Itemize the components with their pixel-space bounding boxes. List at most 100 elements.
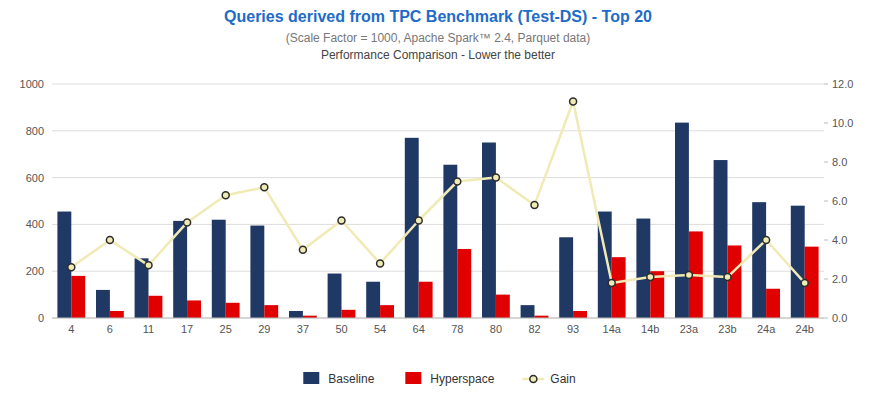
y2-tick-label: 4.0 xyxy=(832,234,847,246)
legend-swatch xyxy=(303,372,319,384)
y2-tick-label: 10.0 xyxy=(832,117,853,129)
title: Queries derived from TPC Benchmark (Test… xyxy=(224,8,652,25)
bar xyxy=(559,237,573,318)
line-marker xyxy=(299,246,306,253)
bar xyxy=(264,305,278,318)
line-marker xyxy=(531,201,538,208)
line-marker xyxy=(415,217,422,224)
bar xyxy=(766,289,780,318)
y2-tick xyxy=(824,201,828,202)
bar xyxy=(728,245,742,318)
marks xyxy=(57,98,818,318)
line xyxy=(71,102,804,283)
line-marker xyxy=(685,272,692,279)
grid xyxy=(52,84,824,318)
x-tick-label: 64 xyxy=(413,323,425,335)
bar xyxy=(752,202,766,318)
x-tick-label: 17 xyxy=(181,323,193,335)
legend-label: Hyperspace xyxy=(430,372,494,386)
x-tick-label: 93 xyxy=(567,323,579,335)
bar xyxy=(675,123,689,318)
bar xyxy=(714,160,728,318)
bar xyxy=(612,257,626,318)
y-tick-label: 400 xyxy=(26,218,44,230)
y2-tick-label: 0.0 xyxy=(832,312,847,324)
x-tick-label: 24b xyxy=(796,323,814,335)
bar xyxy=(521,305,535,318)
bar xyxy=(457,249,471,318)
bar xyxy=(110,311,124,318)
bar xyxy=(496,295,510,318)
y-tick-label: 0 xyxy=(38,312,44,324)
grid-line xyxy=(52,271,824,272)
grid-line xyxy=(52,318,824,319)
line-marker xyxy=(68,264,75,271)
bar xyxy=(636,219,650,318)
x-tick-label: 82 xyxy=(528,323,540,335)
line-marker xyxy=(377,260,384,267)
y2-tick-label: 12.0 xyxy=(832,78,853,90)
line-marker xyxy=(492,174,499,181)
legend-label: Gain xyxy=(550,372,575,386)
line-marker xyxy=(454,178,461,185)
bar xyxy=(328,274,342,318)
y2-tick-label: 2.0 xyxy=(832,273,847,285)
x-tick-label: 25 xyxy=(220,323,232,335)
line-marker xyxy=(647,274,654,281)
bar xyxy=(212,220,226,318)
line-marker xyxy=(184,219,191,226)
chart: Queries derived from TPC Benchmark (Test… xyxy=(0,0,876,401)
bar xyxy=(342,310,356,318)
x-tick-label: 4 xyxy=(68,323,74,335)
bar xyxy=(250,226,264,318)
line-marker xyxy=(145,262,152,269)
x-tick-label: 23b xyxy=(718,323,736,335)
y2-tick xyxy=(824,240,828,241)
grid-line xyxy=(52,177,824,178)
grid-line xyxy=(52,130,824,131)
x-tick-label: 14b xyxy=(641,323,659,335)
line-marker xyxy=(338,217,345,224)
line-marker xyxy=(608,279,615,286)
bar xyxy=(96,290,110,318)
x-tick-label: 23a xyxy=(680,323,699,335)
x-tick-label: 80 xyxy=(490,323,502,335)
legend: Baseline Hyperspace Gain xyxy=(303,372,575,386)
line-marker xyxy=(724,274,731,281)
bar xyxy=(419,282,433,318)
y2-tick-label: 8.0 xyxy=(832,156,847,168)
line-marker xyxy=(261,184,268,191)
x-tick-label: 29 xyxy=(258,323,270,335)
line-marker xyxy=(763,237,770,244)
line-marker xyxy=(222,192,229,199)
legend-swatch xyxy=(530,376,537,383)
x-tick-label: 24a xyxy=(757,323,776,335)
subtitle: Performance Comparison - Lower the bette… xyxy=(321,48,555,62)
y-tick-label: 200 xyxy=(26,265,44,277)
y2-tick xyxy=(824,318,828,319)
x-tick-label: 50 xyxy=(335,323,347,335)
x-tick-label: 11 xyxy=(143,323,154,335)
bar xyxy=(226,303,240,318)
y2-tick-label: 6.0 xyxy=(832,195,847,207)
x-tick-label: 14a xyxy=(603,323,622,335)
bar-series xyxy=(57,123,804,318)
bar xyxy=(380,305,394,318)
y-tick-label: 800 xyxy=(26,125,44,137)
y-tick-label: 1000 xyxy=(20,78,44,90)
bar xyxy=(149,296,163,318)
y2-tick xyxy=(824,123,828,124)
bar xyxy=(573,311,587,318)
bar-series xyxy=(71,231,818,318)
bar xyxy=(791,206,805,318)
line-marker xyxy=(106,237,113,244)
x-tick-label: 78 xyxy=(451,323,463,335)
y-tick-label: 600 xyxy=(26,172,44,184)
line-marker xyxy=(801,279,808,286)
subtitle: (Scale Factor = 1000, Apache Spark™ 2.4,… xyxy=(286,31,591,45)
bar xyxy=(187,300,201,318)
legend-label: Baseline xyxy=(328,372,374,386)
bar xyxy=(482,143,496,319)
legend-swatch xyxy=(405,372,421,384)
grid-line xyxy=(52,84,824,85)
